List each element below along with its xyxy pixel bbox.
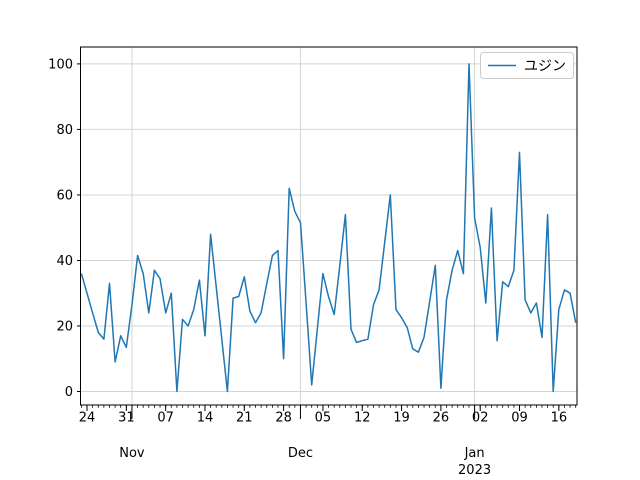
- y-tick-label: 20: [56, 319, 73, 334]
- x-tick-label: 26: [433, 411, 450, 426]
- legend-label: ユジン: [524, 59, 566, 75]
- series-line: [80, 63, 577, 393]
- x-tick-label: 28: [275, 411, 292, 426]
- x-month-label: Dec: [288, 446, 313, 461]
- x-tick-label: 09: [511, 411, 528, 426]
- x-month-label: Nov: [119, 446, 145, 461]
- y-tick-label: 40: [56, 254, 73, 269]
- x-tick-label: 24: [79, 411, 96, 426]
- y-tick-label: 100: [48, 57, 73, 72]
- x-tick-label: 12: [354, 411, 371, 426]
- legend: ユジン: [480, 52, 574, 79]
- x-tick-label: 07: [157, 411, 174, 426]
- y-tick-label: 80: [56, 123, 73, 138]
- y-tick-label: 60: [56, 188, 73, 203]
- x-tick-label: 02: [472, 411, 489, 426]
- x-axis: 24 31 07 14 21 28 05 12 19 26 02 09 16 Nov Dec Jan 2023: [79, 405, 577, 478]
- y-axis: 0 20 40 60 80 100: [48, 57, 81, 400]
- legend-box: [480, 52, 574, 79]
- x-year-label: 2023: [458, 463, 491, 478]
- grid-group: [80, 47, 577, 405]
- x-month-label: Jan: [464, 446, 485, 461]
- y-tick-label: 0: [65, 385, 73, 400]
- x-tick-label: 14: [197, 411, 214, 426]
- x-tick-label: 05: [315, 411, 332, 426]
- x-tick-label: 21: [236, 411, 253, 426]
- x-tick-label: 19: [393, 411, 410, 426]
- x-tick-label: 16: [551, 411, 568, 426]
- x-tick-label: 31: [118, 411, 135, 426]
